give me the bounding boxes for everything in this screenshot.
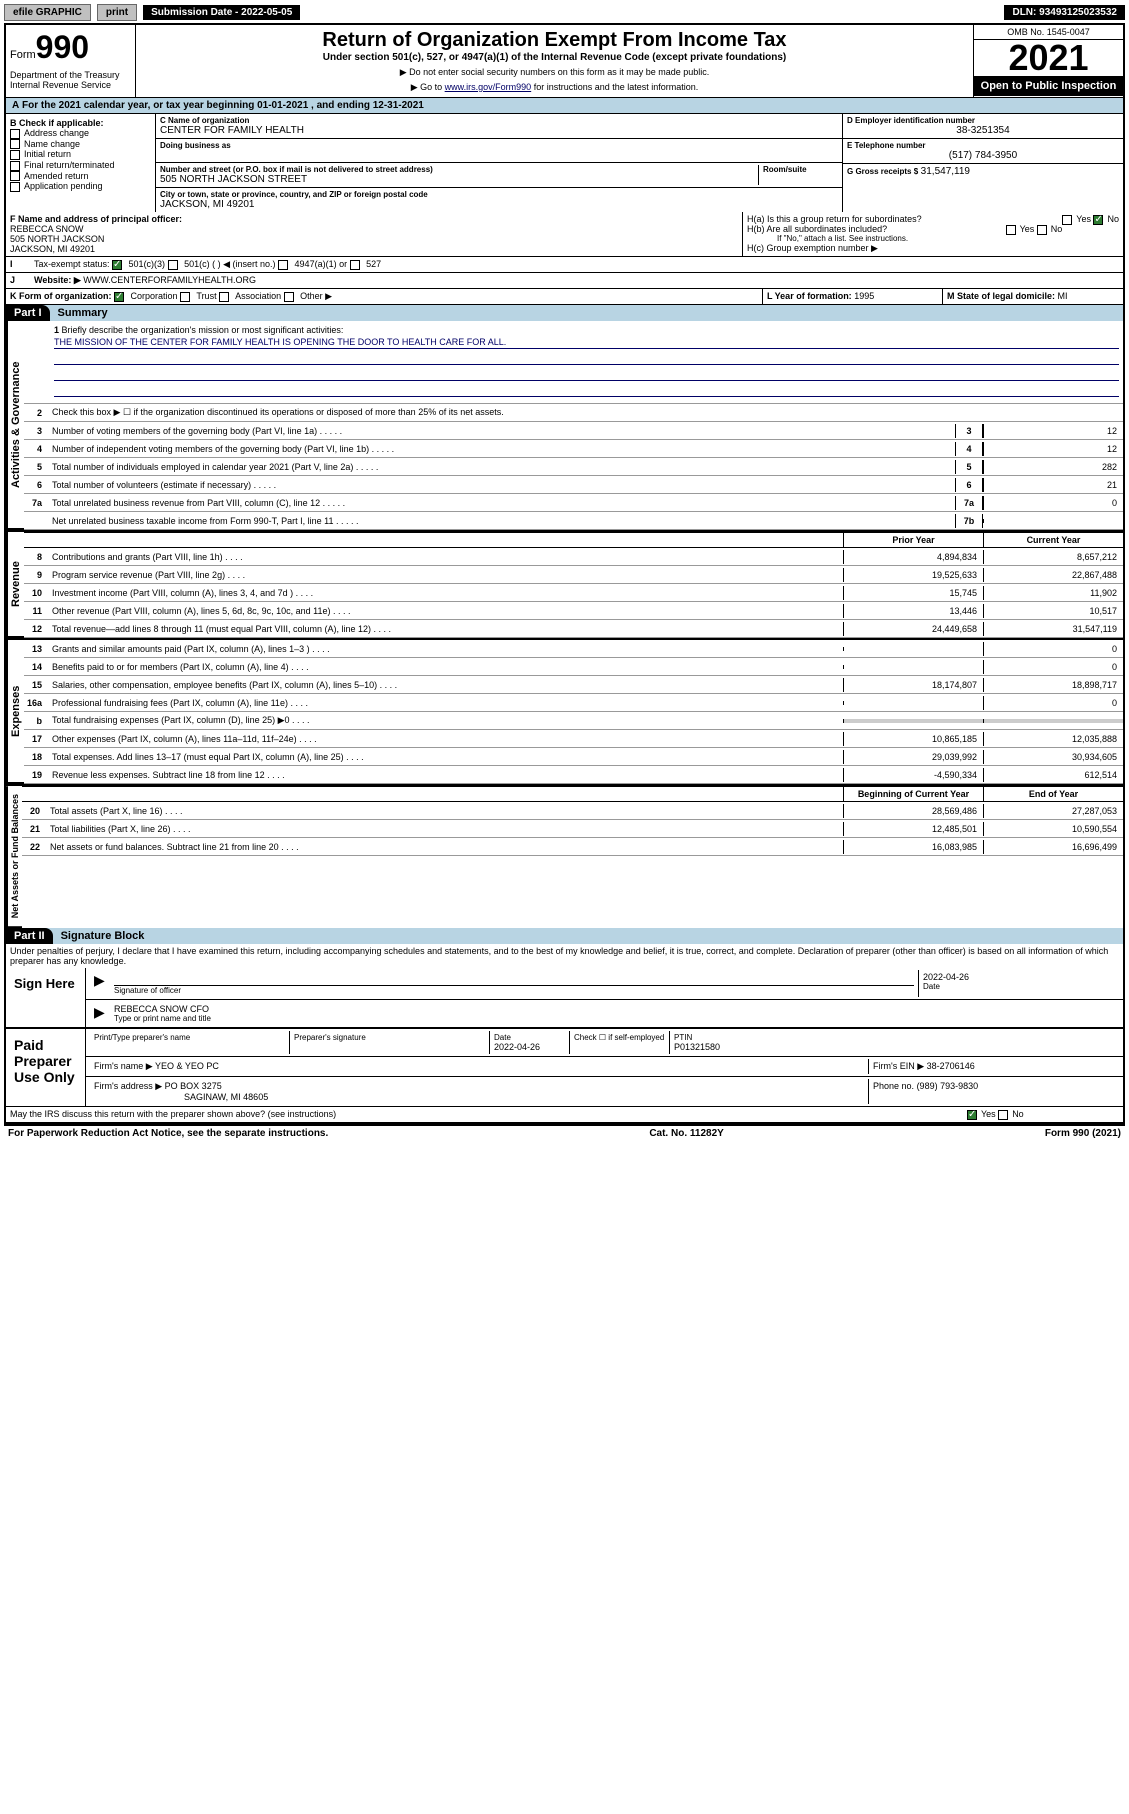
officer-signed: REBECCA SNOW CFO xyxy=(114,1004,1115,1014)
arrow-icon: ▶ xyxy=(90,970,110,997)
prep-date: 2022-04-26 xyxy=(494,1042,565,1052)
box-deg: D Employer identification number 38-3251… xyxy=(843,114,1123,212)
box-b: B Check if applicable: Address changeNam… xyxy=(6,114,156,212)
k-opt[interactable] xyxy=(219,292,229,302)
mission-text: THE MISSION OF THE CENTER FOR FAMILY HEA… xyxy=(54,337,1119,349)
phone: (517) 784-3950 xyxy=(847,150,1119,161)
part1-header-row: Part I Summary xyxy=(6,305,1123,321)
firm-ein: 38-2706146 xyxy=(927,1061,975,1071)
part2-title: Signature Block xyxy=(53,928,153,944)
part1-tag: Part I xyxy=(6,305,50,321)
may-irs-row: May the IRS discuss this return with the… xyxy=(6,1107,1123,1124)
revenue-label: Revenue xyxy=(6,532,24,638)
firm-phone: (989) 793-9830 xyxy=(917,1081,979,1091)
section-bcd: B Check if applicable: Address changeNam… xyxy=(6,114,1123,212)
part2-header-row: Part II Signature Block xyxy=(6,928,1123,944)
irs-link[interactable]: www.irs.gov/Form990 xyxy=(445,82,532,92)
row-tax-status: I Tax-exempt status: 501(c)(3) 501(c) ( … xyxy=(6,257,1123,273)
org-address: 505 NORTH JACKSON STREET xyxy=(160,174,758,185)
part1-title: Summary xyxy=(50,305,116,321)
arrow-icon: ▶ xyxy=(90,1002,110,1025)
checkbox[interactable] xyxy=(10,182,20,192)
note-link: ▶ Go to www.irs.gov/Form990 for instruct… xyxy=(140,82,969,93)
row-klm: K Form of organization: Corporation Trus… xyxy=(6,289,1123,305)
form-main: Form990 Department of the Treasury Inter… xyxy=(4,23,1125,1126)
org-name: CENTER FOR FAMILY HEALTH xyxy=(160,125,838,136)
discuss-no[interactable] xyxy=(998,1110,1008,1120)
efile-btn[interactable]: efile GRAPHIC xyxy=(4,4,91,21)
sign-here-row: Sign Here ▶ Signature of officer 2022-04… xyxy=(6,968,1123,1028)
org-city: JACKSON, MI 49201 xyxy=(160,199,838,210)
ha-no[interactable] xyxy=(1093,215,1103,225)
form-label: Form xyxy=(10,49,36,61)
row-fh: F Name and address of principal officer:… xyxy=(6,212,1123,257)
cat-number: Cat. No. 11282Y xyxy=(649,1128,723,1139)
prior-current-header: Prior Year Current Year xyxy=(24,532,1123,548)
paperwork-notice: For Paperwork Reduction Act Notice, see … xyxy=(8,1128,328,1139)
form-subtitle: Under section 501(c), 527, or 4947(a)(1)… xyxy=(140,52,969,63)
calendar-row: A For the 2021 calendar year, or tax yea… xyxy=(6,98,1123,114)
k-opt[interactable] xyxy=(284,292,294,302)
form-ref: Form 990 (2021) xyxy=(1045,1128,1121,1139)
form-title: Return of Organization Exempt From Incom… xyxy=(140,29,969,52)
checkbox[interactable] xyxy=(10,161,20,171)
firm-addr: PO BOX 3275 xyxy=(165,1081,222,1091)
k-opt[interactable] xyxy=(114,292,124,302)
hb-no[interactable] xyxy=(1037,225,1047,235)
governance-label: Activities & Governance xyxy=(6,321,24,530)
submission-date: Submission Date - 2022-05-05 xyxy=(143,5,300,20)
netassets-label: Net Assets or Fund Balances xyxy=(6,786,22,928)
declaration-text: Under penalties of perjury, I declare th… xyxy=(6,944,1123,968)
tax-opt[interactable] xyxy=(168,260,178,270)
checkbox[interactable] xyxy=(10,150,20,160)
form-id-cell: Form990 Department of the Treasury Inter… xyxy=(6,25,136,97)
title-cell: Return of Organization Exempt From Incom… xyxy=(136,25,973,97)
discuss-yes[interactable] xyxy=(967,1110,977,1120)
part2-tag: Part II xyxy=(6,928,53,944)
k-opt[interactable] xyxy=(180,292,190,302)
hb-yes[interactable] xyxy=(1006,225,1016,235)
row-website: J Website: ▶ WWW.CENTERFORFAMILYHEALTH.O… xyxy=(6,273,1123,289)
legal-domicile: MI xyxy=(1058,291,1068,301)
ptin: P01321580 xyxy=(674,1042,1115,1052)
open-inspection: Open to Public Inspection xyxy=(974,76,1123,96)
note-ssn: ▶ Do not enter social security numbers o… xyxy=(140,67,969,78)
print-btn[interactable]: print xyxy=(97,4,137,21)
expenses-label: Expenses xyxy=(6,640,24,784)
tax-opt[interactable] xyxy=(350,260,360,270)
footer-row: For Paperwork Reduction Act Notice, see … xyxy=(4,1126,1125,1141)
tax-opt[interactable] xyxy=(278,260,288,270)
ha-yes[interactable] xyxy=(1062,215,1072,225)
tax-year: 2021 xyxy=(974,40,1123,76)
topbar: efile GRAPHIC print Submission Date - 20… xyxy=(4,4,1125,21)
begin-end-header: Beginning of Current Year End of Year xyxy=(22,786,1123,802)
gross-receipts: 31,547,119 xyxy=(921,166,970,177)
dept-label: Department of the Treasury Internal Reve… xyxy=(10,66,131,90)
firm-name: YEO & YEO PC xyxy=(155,1061,219,1071)
website-url: WWW.CENTERFORFAMILYHEALTH.ORG xyxy=(83,275,256,285)
dln: DLN: 93493125023532 xyxy=(1004,5,1125,20)
paid-preparer-row: Paid Preparer Use Only Print/Type prepar… xyxy=(6,1028,1123,1107)
sign-date: 2022-04-26 xyxy=(923,972,1115,982)
form-number: 990 xyxy=(36,29,89,65)
checkbox[interactable] xyxy=(10,171,20,181)
checkbox[interactable] xyxy=(10,129,20,139)
tax-opt[interactable] xyxy=(112,260,122,270)
ein: 38-3251354 xyxy=(847,125,1119,136)
officer-name: REBECCA SNOW xyxy=(10,224,738,234)
box-c: C Name of organization CENTER FOR FAMILY… xyxy=(156,114,843,212)
checkbox[interactable] xyxy=(10,139,20,149)
year-formation: 1995 xyxy=(854,291,874,301)
year-cell: OMB No. 1545-0047 2021 Open to Public In… xyxy=(973,25,1123,97)
